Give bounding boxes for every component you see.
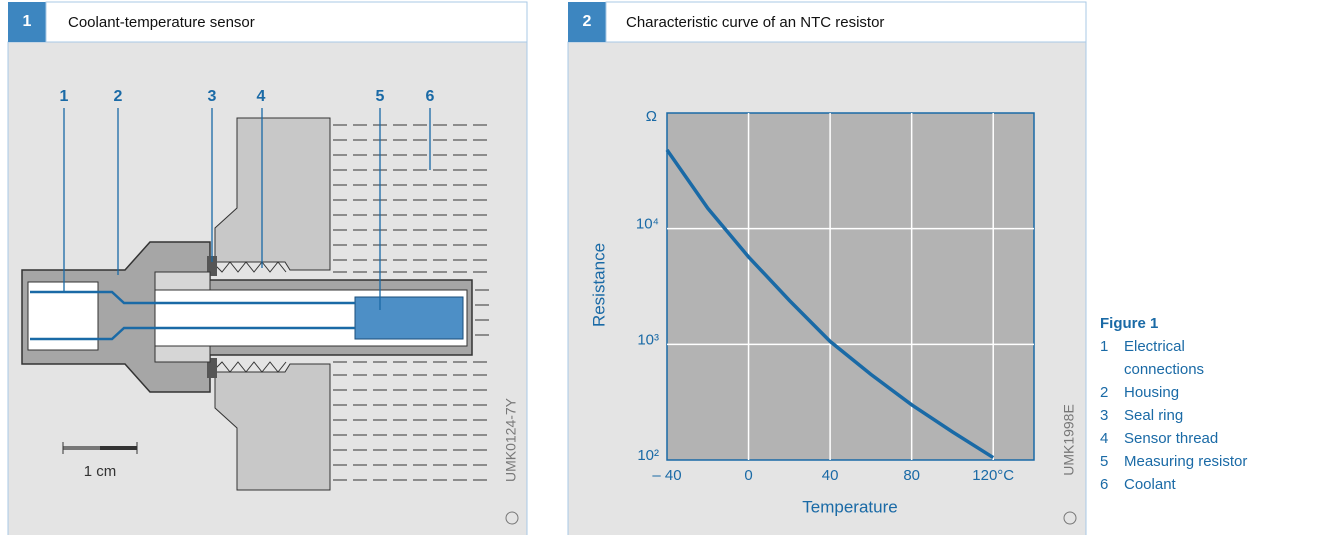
x-tick-label: 120°C [972,467,1014,484]
scale-label: 1 cm [84,463,117,480]
callout: 2 [114,88,123,105]
y-axis-label: Resistance [589,243,608,327]
legend-number: 6 [1100,473,1124,496]
plot-area [667,113,1034,460]
figure: 1 Coolant-temperature sensor 1 2 3 4 5 6… [0,0,1090,535]
measuring-resistor [355,297,463,339]
y-tick-label: 10⁴ [636,216,659,233]
legend-number: 2 [1100,381,1124,404]
legend-text: Measuring resistor [1124,450,1254,473]
callout: 4 [257,88,266,105]
legend-number: 3 [1100,404,1124,427]
x-tick-label: – 40 [652,467,681,484]
y-tick-label: 10³ [637,331,659,348]
x-tick-label: 80 [903,467,920,484]
figure-code: UMK0124-7Y [503,397,519,482]
callout: 5 [376,88,385,105]
panel-number: 2 [583,13,592,30]
legend-title: Figure 1 [1100,312,1340,335]
page: 1 Coolant-temperature sensor 1 2 3 4 5 6… [0,0,1340,535]
callout: 3 [208,88,217,105]
x-axis-label: Temperature [802,497,897,516]
y-tick-label: 10² [637,447,659,464]
callout: 6 [426,88,435,105]
legend-text: Coolant [1124,473,1254,496]
x-tick-label: 0 [744,467,752,484]
x-tick-label: 40 [822,467,839,484]
legend-text: Sensor thread [1124,427,1254,450]
legend-text: Electrical connections [1124,335,1254,381]
panel-title: Characteristic curve of an NTC resistor [626,14,884,31]
legend-number: 4 [1100,427,1124,450]
legend-number: 1 [1100,335,1124,381]
panel-title: Coolant-temperature sensor [68,14,255,31]
figure-code: UMK1998E [1061,404,1077,476]
panel-number: 1 [23,13,32,30]
y-unit: Ω [646,108,657,125]
legend-text: Housing [1124,381,1254,404]
callout: 1 [60,88,69,105]
legend-text: Seal ring [1124,404,1254,427]
legend-number: 5 [1100,450,1124,473]
